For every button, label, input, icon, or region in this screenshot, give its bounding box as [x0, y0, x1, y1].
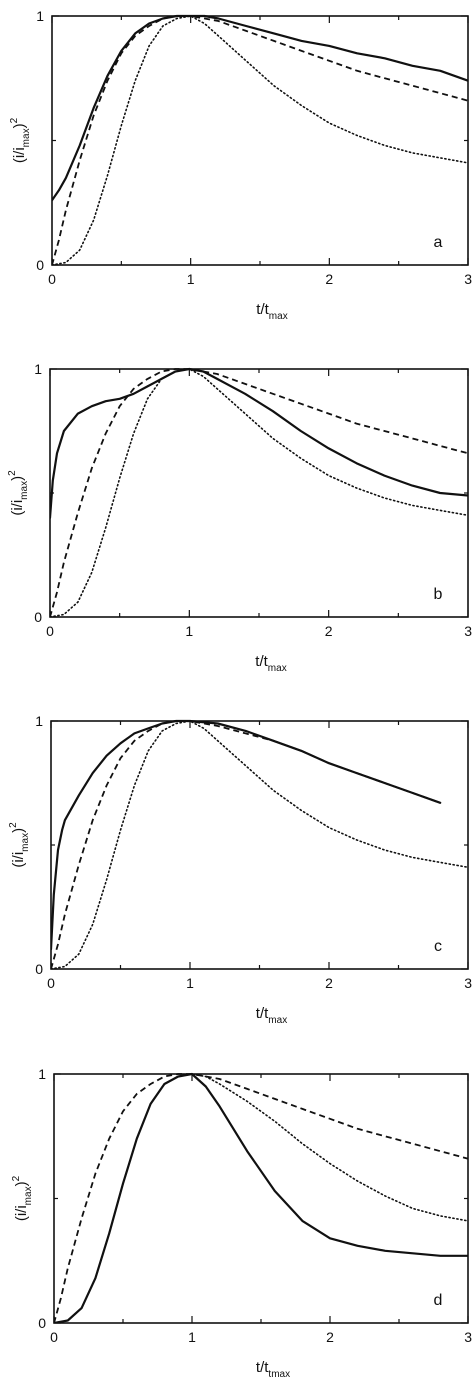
dashed-curve — [51, 720, 441, 969]
x-tick-label: 3 — [464, 271, 472, 287]
x-tick-label: 0 — [46, 623, 54, 639]
solid-curve — [51, 719, 442, 951]
panel-letter: c — [434, 938, 442, 955]
x-tick-label: 2 — [326, 1329, 334, 1345]
panel-letter: d — [434, 1292, 443, 1309]
panel-letter: a — [434, 234, 443, 251]
y-axis-label: (i/imax)2 — [11, 1175, 34, 1221]
x-tick-label: 1 — [187, 271, 195, 287]
x-tick-label: 2 — [325, 975, 333, 991]
panel-a: 0 1 2 3 0 1 t/tmax (i/imax)2 a — [9, 8, 472, 322]
y-axis-label: (i/imax)2 — [7, 470, 30, 516]
plot-frame — [50, 720, 469, 970]
dotted-curve — [54, 1073, 468, 1323]
x-tick-label: 2 — [325, 623, 333, 639]
dotted-curve — [50, 368, 468, 617]
y-tick-label: 0 — [38, 1315, 46, 1331]
panel-c: 0 1 2 3 0 1 t/tmax (i/imax)2 c — [8, 713, 472, 1026]
plot-frame — [49, 368, 469, 618]
y-tick-label: 1 — [38, 1066, 46, 1082]
x-tick-label: 3 — [464, 1329, 472, 1345]
y-tick-label: 0 — [35, 961, 43, 977]
solid-curve — [52, 14, 468, 202]
y-axis-label: (i/imax)2 — [8, 822, 31, 868]
y-tick-label: 1 — [35, 713, 43, 729]
x-axis-label: t/tmax — [255, 653, 286, 674]
x-tick-label: 3 — [464, 975, 472, 991]
panel-b: 0 1 2 3 0 1 t/tmax (i/imax)2 b — [7, 361, 472, 674]
x-tick-label: 1 — [186, 975, 194, 991]
y-axis-label: (i/imax)2 — [9, 117, 32, 163]
y-tick-label: 1 — [34, 361, 42, 377]
dashed-curve — [50, 368, 468, 617]
x-tick-label: 2 — [325, 271, 333, 287]
plot-frame — [51, 15, 469, 266]
x-axis-label: t/tmax — [256, 1005, 287, 1026]
x-tick-label: 0 — [48, 271, 56, 287]
x-tick-label: 1 — [188, 1329, 196, 1345]
y-tick-label: 0 — [34, 609, 42, 625]
x-axis-label: t/tmax — [256, 301, 287, 322]
y-tick-label: 1 — [36, 8, 44, 24]
dotted-curve — [52, 15, 468, 265]
panel-d: 0 1 2 3 0 1 t/ttmax (i/imax)2 d — [11, 1066, 472, 1380]
dashed-curve — [54, 1073, 468, 1323]
dotted-curve — [51, 720, 468, 969]
x-tick-label: 1 — [185, 623, 193, 639]
x-tick-label: 0 — [47, 975, 55, 991]
solid-curve — [50, 367, 468, 519]
x-tick-label: 3 — [464, 623, 472, 639]
x-axis-label: t/ttmax — [256, 1359, 290, 1380]
panel-letter: b — [434, 586, 443, 603]
x-tick-label: 0 — [50, 1329, 58, 1345]
dashed-curve — [52, 15, 468, 265]
y-tick-label: 0 — [36, 257, 44, 273]
